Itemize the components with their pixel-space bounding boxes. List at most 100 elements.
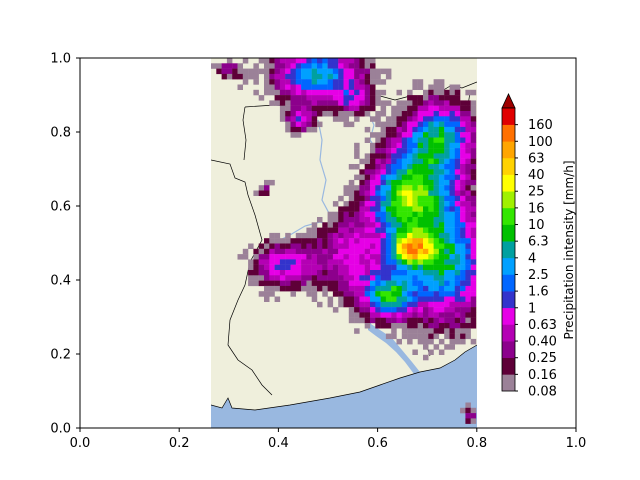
precip-cell <box>418 244 424 250</box>
precip-cell <box>460 334 466 340</box>
precip-cell <box>460 153 466 159</box>
precip-cell <box>301 100 307 106</box>
precip-cell <box>450 302 456 308</box>
precip-cell <box>428 191 434 197</box>
precip-cell <box>381 233 387 239</box>
precip-cell <box>264 286 270 292</box>
precip-cell <box>280 270 286 276</box>
colorbar-swatch <box>502 208 515 225</box>
precip-cell <box>391 138 397 144</box>
precip-cell <box>306 265 312 271</box>
colorbar-swatch <box>502 308 515 325</box>
precip-cell <box>434 127 440 132</box>
precip-cell <box>428 259 434 265</box>
precip-cell <box>465 334 471 340</box>
precip-cell <box>238 74 244 80</box>
precip-cell <box>269 85 275 91</box>
precip-cell <box>439 148 445 154</box>
precip-cell <box>439 175 445 181</box>
precip-cell <box>375 116 381 122</box>
precip-cell <box>386 164 392 170</box>
precip-cell <box>402 334 408 340</box>
precip-cell <box>365 307 371 313</box>
precip-cell <box>375 122 381 128</box>
precip-cell <box>455 175 461 181</box>
precip-cell <box>460 148 466 154</box>
precip-cell <box>407 191 413 197</box>
precip-cell <box>381 275 387 281</box>
precip-cell <box>354 185 360 191</box>
precip-cell <box>386 259 392 265</box>
precip-cell <box>434 302 440 308</box>
precip-cell <box>460 244 466 250</box>
precip-cell <box>471 275 477 281</box>
precip-cell <box>285 90 291 96</box>
precip-cell <box>423 259 429 265</box>
precip-cell <box>455 148 461 154</box>
precip-cell <box>471 201 477 207</box>
precip-cell <box>418 116 424 122</box>
precip-cell <box>338 249 344 255</box>
precip-cell <box>455 281 461 287</box>
precip-cell <box>291 106 297 112</box>
precip-cell <box>397 180 403 186</box>
precip-cell <box>375 318 381 324</box>
precip-cell <box>397 111 403 117</box>
precip-cell <box>450 148 456 154</box>
precip-cell <box>349 302 355 308</box>
precip-cell <box>338 63 344 69</box>
precip-cell <box>285 69 291 75</box>
precip-cell <box>391 281 397 287</box>
y-axis: 0.0 0.2 0.4 0.6 0.8 1.0 <box>50 52 80 437</box>
precip-cell <box>450 212 456 218</box>
x-axis: 0.0 0.2 0.4 0.6 0.8 1.0 <box>70 428 587 451</box>
precip-cell <box>381 132 387 138</box>
precip-cell <box>306 249 312 255</box>
precip-cell <box>275 254 281 260</box>
precip-cell <box>238 69 244 75</box>
precip-cell <box>291 69 297 75</box>
precip-cell <box>386 249 392 255</box>
precip-cell <box>407 132 413 138</box>
precip-cell <box>412 297 418 303</box>
precip-cell <box>412 212 418 218</box>
precip-cell <box>418 143 424 149</box>
precip-cell <box>407 222 413 228</box>
precip-cell <box>375 175 381 181</box>
precip-cell <box>365 244 371 250</box>
precip-cell <box>444 90 450 96</box>
precip-cell <box>444 127 450 132</box>
precip-cell <box>375 228 381 234</box>
precip-cell <box>306 254 312 260</box>
precip-cell <box>465 244 471 250</box>
colorbar-swatch <box>502 125 515 142</box>
precip-cell <box>407 217 413 223</box>
precip-cell <box>359 191 365 197</box>
precip-cell <box>407 259 413 265</box>
precip-cell <box>428 350 434 356</box>
precip-cell <box>439 196 445 202</box>
precip-cell <box>312 111 318 117</box>
precip-cell <box>291 127 297 132</box>
precip-cell <box>428 127 434 132</box>
precip-cell <box>275 270 281 276</box>
precip-cell <box>259 58 265 64</box>
precip-cell <box>465 185 471 191</box>
precip-cell <box>444 286 450 292</box>
precip-cell <box>418 164 424 170</box>
precip-cell <box>444 132 450 138</box>
precip-cell <box>370 206 376 212</box>
precip-cell <box>471 286 477 292</box>
precip-cell <box>439 143 445 149</box>
precip-cell <box>455 201 461 207</box>
precip-cell <box>375 79 381 85</box>
precip-cell <box>359 212 365 218</box>
precip-cell <box>407 228 413 234</box>
precip-cell <box>264 270 270 276</box>
precip-cell <box>439 106 445 112</box>
precip-cell <box>354 254 360 260</box>
precip-cell <box>423 328 429 334</box>
precip-cell <box>359 180 365 186</box>
precip-cell <box>375 180 381 186</box>
precip-cell <box>375 212 381 218</box>
